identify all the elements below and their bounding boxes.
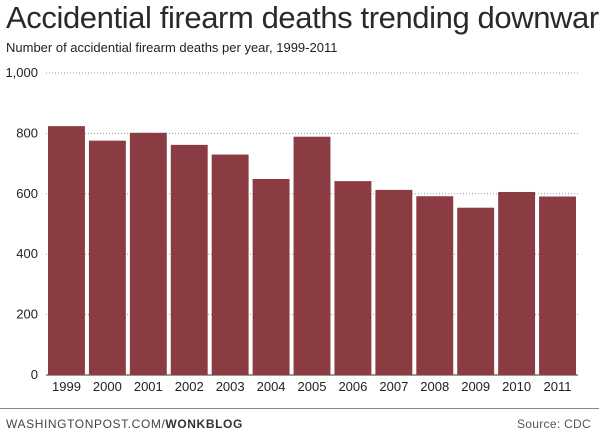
x-tick-label: 2008 <box>420 379 449 394</box>
x-tick-label: 2010 <box>502 379 531 394</box>
x-tick-label: 2000 <box>93 379 122 394</box>
x-tick-label: 2009 <box>461 379 490 394</box>
y-tick-label: 400 <box>16 246 38 261</box>
x-tick-label: 2007 <box>379 379 408 394</box>
bar-1999 <box>48 126 85 375</box>
chart-subtitle: Number of accidential firearm deaths per… <box>6 40 338 55</box>
x-tick-label: 2005 <box>298 379 327 394</box>
x-axis-ticks: 1999 2000 2001 2002 2003 2004 2005 2006 2007 2008… <box>52 379 572 394</box>
bar-2002 <box>170 144 208 375</box>
footer-divider <box>0 408 599 409</box>
x-tick-label: 2001 <box>134 379 163 394</box>
chart-title: Accidential firearm deaths trending down… <box>6 0 599 35</box>
y-tick-label: 1,000 <box>5 65 38 80</box>
credit-section: WONKBLOG <box>165 417 243 431</box>
x-tick-label: 2003 <box>216 379 245 394</box>
credit-site: WASHINGTONPOST.COM/ <box>6 417 166 431</box>
x-tick-label: 2002 <box>175 379 204 394</box>
x-tick-label: 1999 <box>52 379 81 394</box>
bar-2008 <box>416 196 454 375</box>
y-axis-ticks: 0 200 400 600 800 1,000 <box>5 65 38 382</box>
y-tick-label: 0 <box>31 367 38 382</box>
bar-2004 <box>252 179 290 375</box>
bar-2001 <box>129 132 167 375</box>
bar-2007 <box>375 189 413 375</box>
bars <box>48 126 576 375</box>
source-text: Source: CDC <box>517 417 591 431</box>
x-tick-label: 2011 <box>544 379 572 394</box>
y-tick-label: 800 <box>16 125 38 140</box>
x-tick-label: 2004 <box>257 379 286 394</box>
bar-2006 <box>334 181 372 375</box>
credit-text: WASHINGTONPOST.COM/WONKBLOG <box>6 417 243 431</box>
x-tick-label: 2006 <box>338 379 367 394</box>
bar-2011 <box>539 196 576 375</box>
bar-2010 <box>498 191 536 375</box>
bar-chart: 0 200 400 600 800 1,000 1999 2000 2001 2002 2003 2… <box>5 65 578 394</box>
bar-2003 <box>211 154 249 375</box>
bar-2005 <box>293 136 331 375</box>
bar-2009 <box>457 207 495 375</box>
y-tick-label: 200 <box>16 307 38 322</box>
y-tick-label: 600 <box>16 186 38 201</box>
bar-2000 <box>88 140 126 375</box>
